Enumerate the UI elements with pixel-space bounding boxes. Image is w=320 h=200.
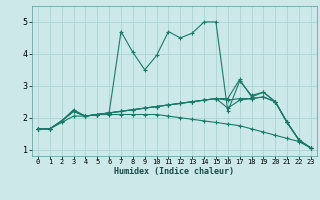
X-axis label: Humidex (Indice chaleur): Humidex (Indice chaleur)	[115, 167, 234, 176]
